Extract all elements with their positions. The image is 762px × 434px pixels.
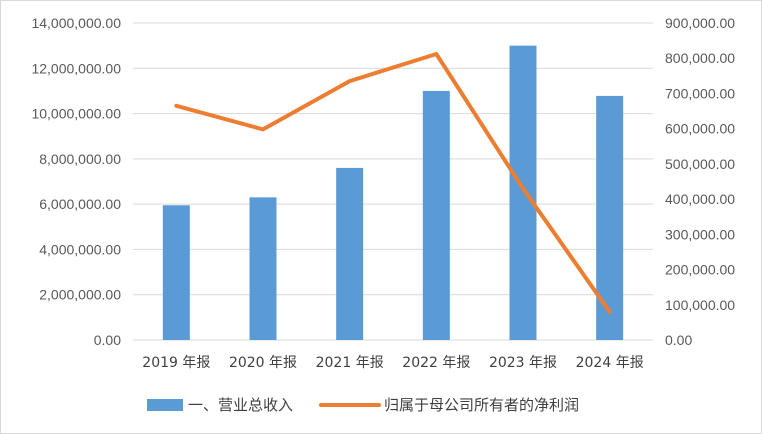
x-tick-label: 2023 年报 <box>489 355 557 371</box>
bar-series <box>162 45 624 341</box>
right-tick-label: 200,000.00 <box>665 262 735 278</box>
bar <box>336 167 364 340</box>
left-tick-label: 12,000,000.00 <box>31 60 121 76</box>
right-tick-label: 300,000.00 <box>665 226 735 242</box>
line-series <box>174 51 612 314</box>
right-tick-label: 100,000.00 <box>665 297 735 313</box>
legend-swatch-bar <box>147 399 183 411</box>
right-y-axis: 0.00 100,000.00 200,000.00 300,000.00 400,00… <box>665 15 735 348</box>
right-tick-label: 800,000.00 <box>665 50 735 66</box>
left-tick-label: 2,000,000.00 <box>39 287 121 303</box>
right-tick-label: 400,000.00 <box>665 191 735 207</box>
right-tick-label: 0.00 <box>665 332 692 348</box>
left-tick-label: 8,000,000.00 <box>39 151 121 167</box>
legend-label-net-profit: 归属于母公司所有者的净利润 <box>384 396 579 414</box>
bar <box>596 95 624 340</box>
x-tick-label: 2024 年报 <box>576 355 644 371</box>
right-tick-label: 700,000.00 <box>665 85 735 101</box>
bar <box>162 205 190 340</box>
x-axis: 2019 年报 2020 年报 2021 年报 2022 年报 2023 年报 2024 … <box>142 355 643 371</box>
gridlines <box>133 22 653 341</box>
bar <box>509 45 537 341</box>
left-tick-label: 14,000,000.00 <box>31 15 121 31</box>
legend-label-revenue: 一、营业总收入 <box>188 396 293 414</box>
left-tick-label: 4,000,000.00 <box>39 241 121 257</box>
left-tick-label: 10,000,000.00 <box>31 106 121 122</box>
left-y-axis: 0.00 2,000,000.00 4,000,000.00 6,000,000.00… <box>31 15 121 348</box>
bar <box>422 90 450 340</box>
net-profit-line <box>174 51 612 314</box>
right-tick-label: 600,000.00 <box>665 121 735 137</box>
left-tick-label: 0.00 <box>94 332 121 348</box>
x-tick-label: 2022 年报 <box>402 355 470 371</box>
left-tick-label: 6,000,000.00 <box>39 196 121 212</box>
legend: 一、营业总收入 归属于母公司所有者的净利润 <box>147 396 579 414</box>
x-tick-label: 2021 年报 <box>316 355 384 371</box>
right-tick-label: 500,000.00 <box>665 156 735 172</box>
bar <box>249 197 277 340</box>
x-tick-label: 2019 年报 <box>142 355 210 371</box>
x-tick-label: 2020 年报 <box>229 355 297 371</box>
right-tick-label: 900,000.00 <box>665 15 735 31</box>
